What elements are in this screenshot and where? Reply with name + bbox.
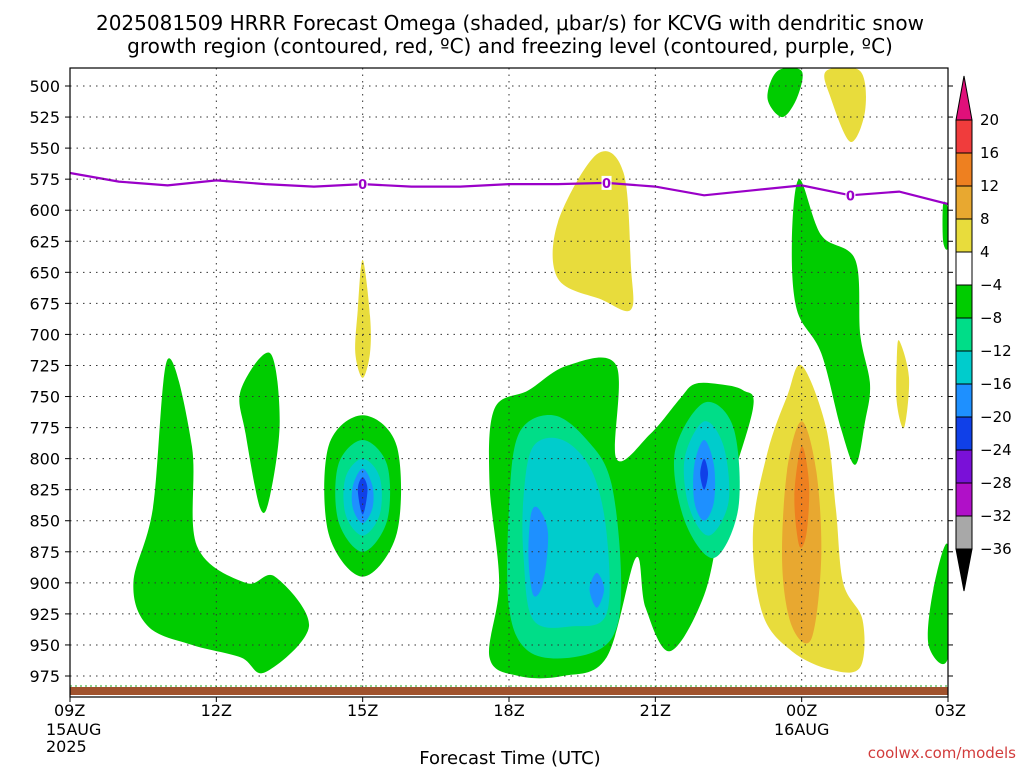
omega-region-16 [767, 68, 803, 118]
y-tick-label: 500 [29, 77, 60, 96]
x-tick-label: 21Z [640, 701, 671, 720]
y-tick-label: 675 [29, 294, 60, 313]
x-tick-label: 00Z [786, 701, 817, 720]
omega-region-23 [896, 340, 910, 429]
omega-region-20 [355, 259, 371, 378]
colorbar-label: 16 [980, 144, 999, 162]
colorbar-bin [955, 350, 973, 385]
colorbar-bin [955, 515, 973, 550]
colorbar-bin [955, 449, 973, 484]
y-tick-label: 700 [29, 325, 60, 344]
freezing-label-bg [601, 175, 612, 190]
colorbar-bin [955, 185, 973, 220]
y-tick-label: 850 [29, 512, 60, 531]
colorbar-label: 20 [980, 111, 999, 129]
y-tick-label: 775 [29, 419, 60, 438]
x-axis-title: Forecast Time (UTC) [419, 748, 600, 768]
colorbar-bottom-arrow [955, 548, 973, 592]
x-tick-label: 09Z [54, 701, 85, 720]
plot-area: 0 0 0 500 525 550 575 600 625 650 675 700 725 750 775 8… [29, 67, 966, 756]
omega-region-19 [927, 543, 948, 665]
colorbar-label: −16 [980, 375, 1012, 393]
y-tick-label: 875 [29, 543, 60, 562]
colorbar-bin [955, 152, 973, 187]
y-tick-label: 600 [29, 201, 60, 220]
x-tick-date-label: 16AUG [774, 720, 829, 739]
omega-region-26 [794, 446, 810, 548]
colorbar-bin [955, 119, 973, 154]
omega-region-21 [552, 151, 634, 312]
colorbar-bin [955, 317, 973, 352]
y-tick-label: 575 [29, 170, 60, 189]
omega-field [70, 68, 948, 679]
y-tick-label: 975 [29, 667, 60, 686]
colorbar-label: 8 [980, 210, 990, 228]
y-tick-label: 625 [29, 232, 60, 251]
colorbar-label: −4 [980, 276, 1002, 294]
freezing-label-bg [845, 188, 856, 203]
x-tick-label: 03Z [935, 701, 966, 720]
colorbar-label: −20 [980, 408, 1012, 426]
colorbar-bin [955, 482, 973, 517]
omega-region-11 [589, 572, 605, 608]
colorbar-label: −32 [980, 507, 1012, 525]
y-tick-label: 825 [29, 481, 60, 500]
y-tick-label: 800 [29, 450, 60, 469]
freezing-label-bg [357, 177, 368, 192]
omega-region-1 [239, 352, 280, 513]
freezing-level-label: 0 [358, 178, 367, 193]
colorbar-bin [955, 284, 973, 319]
y-tick-label: 925 [29, 605, 60, 624]
ground-strip [70, 687, 948, 695]
colorbar-label: −8 [980, 309, 1002, 327]
y-tick-label: 725 [29, 356, 60, 375]
colorbar-label: 12 [980, 177, 999, 195]
x-tick-label: 15Z [347, 701, 378, 720]
chart-title-line2: growth region (contoured, red, ºC) and f… [127, 34, 893, 58]
colorbar-label: −36 [980, 540, 1012, 558]
freezing-level-label: 0 [602, 177, 611, 192]
omega-region-15 [700, 458, 708, 490]
colorbar-label: −24 [980, 441, 1012, 459]
colorbar-bin [955, 218, 973, 253]
colorbar-label: −28 [980, 474, 1012, 492]
omega-region-22 [824, 68, 866, 142]
y-tick-label: 750 [29, 388, 60, 407]
y-tick-label: 650 [29, 263, 60, 282]
y-tick-label: 900 [29, 574, 60, 593]
omega-region-9 [522, 437, 610, 628]
colorbar-label: −12 [980, 342, 1012, 360]
y-tick-label: 525 [29, 108, 60, 127]
x-tick-label: 12Z [201, 701, 232, 720]
colorbar-top-arrow [955, 75, 973, 121]
chart-title-line1: 2025081509 HRRR Forecast Omega (shaded, … [96, 11, 924, 35]
colorbar-bin [955, 383, 973, 418]
x-tick-label: 18Z [493, 701, 524, 720]
omega-region-0 [133, 358, 310, 674]
freezing-level-label: 0 [846, 189, 855, 204]
omega-region-17 [791, 179, 871, 465]
omega-region-6 [357, 477, 368, 515]
x-tick-date-label: 15AUG [46, 720, 101, 739]
colorbar-bin [955, 251, 973, 286]
colorbar-label: 4 [980, 243, 990, 261]
x-tick-year-label: 2025 [46, 737, 87, 756]
y-tick-label: 550 [29, 139, 60, 158]
omega-region-18 [942, 201, 948, 250]
colorbar-bin [955, 416, 973, 451]
colorbar: 20 16 12 8 4 −4 −8 −12 −16 −20 −24 −28 −32 −36 [955, 75, 1012, 592]
credit-text: coolwx.com/models [868, 744, 1016, 762]
y-tick-label: 950 [29, 636, 60, 655]
